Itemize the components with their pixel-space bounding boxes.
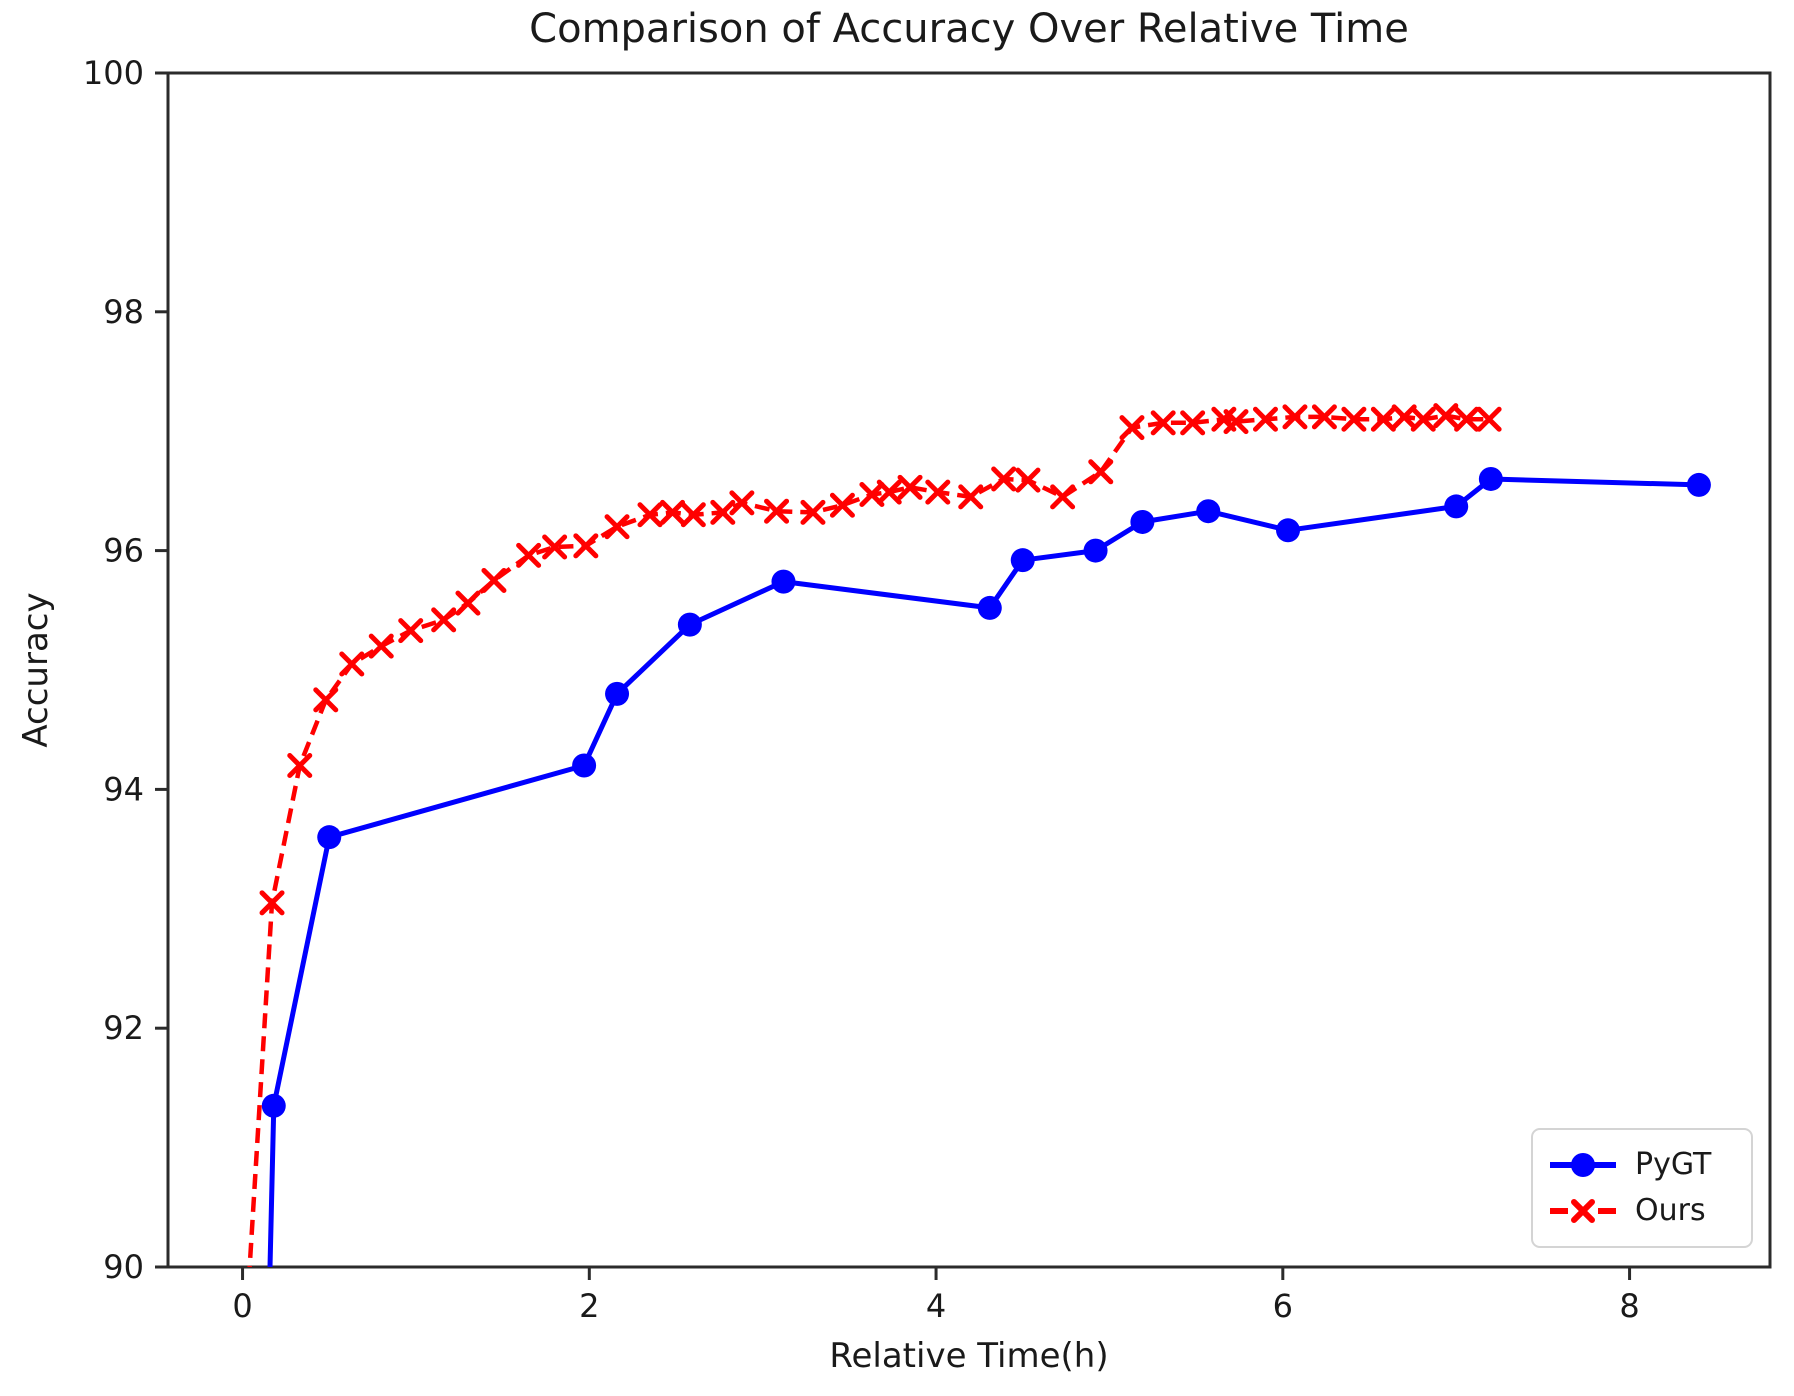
data-point-marker: [481, 567, 507, 593]
data-point-marker: [516, 542, 542, 568]
axes-spines: [166, 71, 1772, 1269]
data-point-marker: [1341, 406, 1367, 432]
data-point-marker: [764, 498, 790, 524]
data-point-marker: [1083, 538, 1108, 563]
series-ours: [247, 403, 1502, 1267]
x-axis-label: Relative Time(h): [829, 1336, 1109, 1376]
data-point-marker: [677, 612, 702, 637]
x-tick-label: 8: [1619, 1287, 1639, 1325]
ours-sample-marker: [1571, 1199, 1595, 1223]
legend: PyGT Ours: [1531, 1128, 1753, 1248]
data-point-marker: [261, 1093, 286, 1118]
data-point-marker: [800, 499, 826, 525]
data-point-marker: [1050, 484, 1076, 510]
series-pygt: [261, 466, 1711, 1267]
data-point-marker: [771, 569, 796, 594]
data-point-marker: [1476, 406, 1502, 432]
x-tick-label: 4: [926, 1287, 946, 1325]
data-point-marker: [1282, 404, 1308, 430]
pygt-sample-marker: [1571, 1153, 1595, 1177]
legend-label-ours: Ours: [1635, 1193, 1706, 1228]
y-tick-label: 94: [103, 770, 144, 808]
data-point-marker: [605, 681, 630, 706]
series-line: [247, 413, 1490, 1267]
legend-label-pygt: PyGT: [1635, 1147, 1712, 1182]
data-point-marker: [1454, 406, 1480, 432]
y-tick-label: 90: [103, 1248, 144, 1286]
data-point-marker: [958, 484, 984, 510]
data-point-marker: [1370, 406, 1396, 432]
data-point-marker: [368, 633, 394, 659]
data-point-marker: [1252, 406, 1278, 432]
data-point-marker: [876, 479, 902, 505]
data-point-marker: [897, 474, 923, 500]
data-point-marker: [1391, 404, 1417, 430]
y-tick-label: 100: [83, 54, 144, 92]
chart-title: Comparison of Accuracy Over Relative Tim…: [529, 6, 1409, 52]
data-point-marker: [398, 618, 424, 644]
data-point-marker: [1150, 410, 1176, 436]
series-line: [267, 476, 1699, 1267]
data-point-marker: [1478, 466, 1503, 491]
data-point-marker: [572, 753, 597, 778]
pygt-line-sample-icon: [1550, 1153, 1616, 1177]
y-tick-label: 96: [103, 532, 144, 570]
data-point-marker: [729, 490, 755, 516]
data-point-marker: [1410, 406, 1436, 432]
data-point-marker: [1686, 472, 1711, 497]
data-point-marker: [991, 466, 1017, 492]
y-tick-label: 98: [103, 293, 144, 331]
data-point-marker: [1196, 499, 1221, 524]
data-point-marker: [313, 687, 339, 713]
data-point-marker: [1180, 410, 1206, 436]
x-tick-label: 0: [232, 1287, 252, 1325]
data-point-marker: [431, 607, 457, 633]
legend-item-pygt: PyGT: [1547, 1148, 1737, 1182]
data-point-marker: [1433, 403, 1459, 429]
data-point-marker: [604, 514, 630, 540]
data-point-marker: [542, 534, 568, 560]
data-point-marker: [1223, 409, 1249, 435]
x-tick-label: 6: [1273, 1287, 1293, 1325]
x-tick-label: 2: [579, 1287, 599, 1325]
y-tick-label: 92: [103, 1009, 144, 1047]
data-point-marker: [925, 479, 951, 505]
data-point-marker: [455, 590, 481, 616]
data-point-marker: [1276, 518, 1301, 543]
data-point-marker: [1130, 509, 1155, 534]
data-point-marker: [1119, 415, 1145, 441]
data-point-marker: [637, 502, 663, 528]
ours-line-sample-icon: [1550, 1199, 1616, 1223]
data-point-marker: [1444, 494, 1469, 519]
data-point-marker: [1311, 404, 1337, 430]
data-point-marker: [829, 492, 855, 518]
data-point-marker: [680, 502, 706, 528]
data-point-marker: [259, 890, 285, 916]
data-point-marker: [1010, 548, 1035, 573]
data-point-marker: [1088, 459, 1114, 485]
data-point-marker: [317, 825, 342, 850]
data-point-marker: [573, 533, 599, 559]
legend-item-ours: Ours: [1547, 1194, 1737, 1228]
data-point-marker: [977, 595, 1002, 620]
data-point-marker: [710, 499, 736, 525]
data-point-marker: [339, 651, 365, 677]
data-point-marker: [660, 499, 686, 525]
data-point-marker: [287, 753, 313, 779]
data-point-marker: [1015, 467, 1041, 493]
